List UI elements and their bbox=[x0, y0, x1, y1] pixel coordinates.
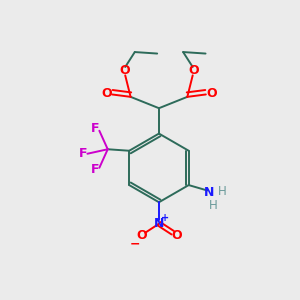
Text: −: − bbox=[130, 238, 140, 250]
Text: F: F bbox=[79, 147, 87, 160]
Text: N: N bbox=[154, 217, 164, 230]
Text: N: N bbox=[204, 186, 214, 199]
Text: O: O bbox=[101, 87, 112, 101]
Text: H: H bbox=[218, 185, 226, 198]
Text: O: O bbox=[188, 64, 199, 77]
Text: +: + bbox=[161, 213, 169, 224]
Text: H: H bbox=[208, 199, 217, 212]
Text: O: O bbox=[119, 64, 130, 77]
Text: F: F bbox=[91, 122, 100, 135]
Text: O: O bbox=[206, 87, 217, 101]
Text: O: O bbox=[136, 229, 147, 242]
Text: F: F bbox=[91, 164, 100, 176]
Text: O: O bbox=[171, 229, 181, 242]
